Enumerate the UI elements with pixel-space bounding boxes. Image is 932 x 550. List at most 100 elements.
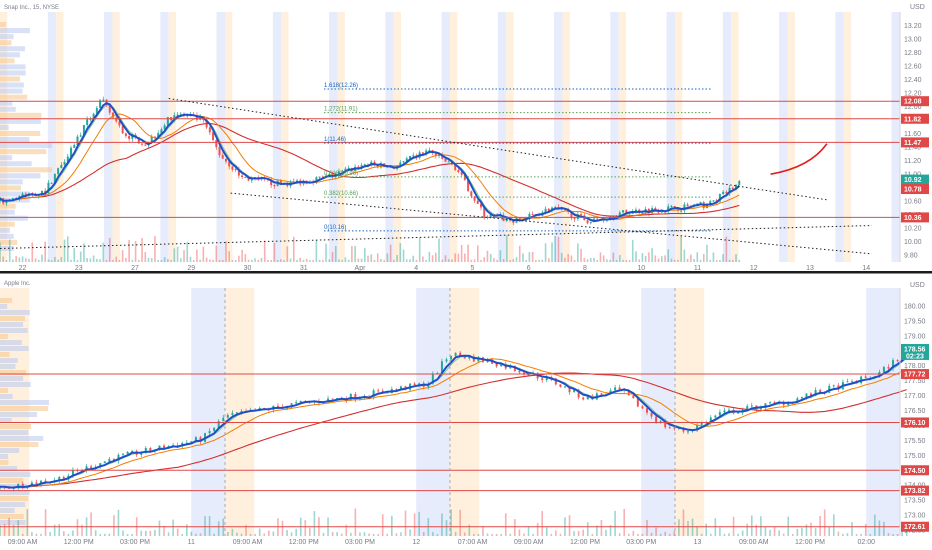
price-level-tag xyxy=(901,465,929,476)
candle-body xyxy=(331,398,334,400)
volume-bar xyxy=(480,259,482,262)
x-tick-label: 13 xyxy=(694,539,702,546)
candle-body xyxy=(24,193,27,196)
volume-bar xyxy=(545,527,548,536)
volume-bar xyxy=(58,523,61,536)
candle-body xyxy=(79,135,82,137)
candle-body xyxy=(450,161,453,165)
volume-bar xyxy=(778,530,780,536)
volume-bar xyxy=(241,249,243,262)
volume-bar xyxy=(828,527,831,536)
volume-bar xyxy=(464,253,466,262)
candle-body xyxy=(92,113,95,119)
volume-profile-bar xyxy=(0,209,15,215)
vwap-line xyxy=(0,354,908,489)
y-tick-label: 12.60 xyxy=(904,64,922,71)
volume-bar xyxy=(515,257,518,262)
candle-body xyxy=(436,372,439,374)
volume-profile-bar xyxy=(0,106,16,112)
candle-body xyxy=(240,410,243,413)
x-tick-label: 4 xyxy=(414,265,418,272)
volume-bar xyxy=(523,533,525,536)
volume-bar xyxy=(878,520,881,536)
candle-body xyxy=(509,365,512,369)
volume-bar xyxy=(659,533,662,536)
volume-profile-bar xyxy=(0,137,30,143)
y-tick-label: 180.00 xyxy=(904,303,926,310)
volume-bar xyxy=(457,253,460,262)
candle-body xyxy=(279,180,282,185)
x-tick-label: 12 xyxy=(412,539,420,546)
volume-bar xyxy=(176,528,179,536)
volume-bar xyxy=(231,259,234,262)
volume-bar xyxy=(325,243,327,262)
volume-bar xyxy=(254,258,256,262)
volume-bar xyxy=(63,239,66,262)
volume-bar xyxy=(432,532,434,536)
volume-profile-bar xyxy=(0,460,9,465)
candle-body xyxy=(226,414,229,418)
afterhours-shading xyxy=(441,12,450,262)
afterhours-shading xyxy=(272,12,282,262)
volume-bar xyxy=(260,258,263,262)
volume-profile-bar xyxy=(0,203,16,209)
candle-body xyxy=(195,114,198,120)
volume-bar xyxy=(855,533,858,536)
volume-profile-bar xyxy=(0,514,24,519)
volume-bar xyxy=(486,250,489,262)
volume-bar xyxy=(338,259,340,262)
volume-profile-bar xyxy=(0,304,8,309)
candle-body xyxy=(128,135,131,139)
y-tick-label: 12.40 xyxy=(904,77,922,84)
candle-body xyxy=(163,445,166,449)
candle-body xyxy=(773,402,776,404)
volume-bar xyxy=(125,257,127,262)
candle-body xyxy=(527,374,530,376)
volume-bar xyxy=(874,514,876,536)
candle-body xyxy=(573,389,576,393)
volume-bar xyxy=(141,238,143,262)
y-tick-label: 12.20 xyxy=(904,91,922,98)
candle-body xyxy=(117,454,120,461)
candle-body xyxy=(735,184,738,190)
premarket-shading xyxy=(450,288,480,536)
volume-bar xyxy=(506,235,508,262)
volume-bar xyxy=(62,531,65,536)
candle-body xyxy=(163,125,166,130)
premarket-shading xyxy=(450,12,458,262)
volume-bar xyxy=(696,252,699,262)
volume-bar xyxy=(623,508,626,536)
candle-body xyxy=(476,200,479,204)
premarket-shading xyxy=(337,12,345,262)
volume-profile-bar xyxy=(0,22,7,28)
candle-body xyxy=(66,156,69,163)
volume-profile-bar xyxy=(0,370,27,375)
candle-body xyxy=(563,386,566,388)
volume-bar xyxy=(796,528,799,536)
volume-bar xyxy=(179,258,182,262)
volume-bar xyxy=(173,248,176,262)
volume-bar xyxy=(638,259,640,262)
candle-body xyxy=(618,387,621,390)
volume-bar xyxy=(249,533,252,536)
volume-bar xyxy=(2,256,5,262)
candle-body xyxy=(413,383,416,386)
volume-bar xyxy=(705,523,708,536)
candle-body xyxy=(522,372,525,375)
volume-bar xyxy=(60,256,63,262)
volume-bar xyxy=(79,251,82,262)
volume-bar xyxy=(837,531,840,536)
volume-bar xyxy=(267,259,269,262)
volume-bar xyxy=(41,254,43,262)
volume-bar xyxy=(221,259,224,262)
volume-bar xyxy=(627,533,630,536)
volume-bar xyxy=(686,258,689,262)
volume-bar xyxy=(205,257,208,262)
volume-bar xyxy=(290,532,293,536)
volume-bar xyxy=(167,259,169,262)
volume-bar xyxy=(350,532,352,536)
candle-body xyxy=(696,424,699,431)
volume-bar xyxy=(76,259,79,262)
fibonacci-level-label: 1(11.46) xyxy=(324,137,346,143)
volume-bar xyxy=(50,260,53,262)
